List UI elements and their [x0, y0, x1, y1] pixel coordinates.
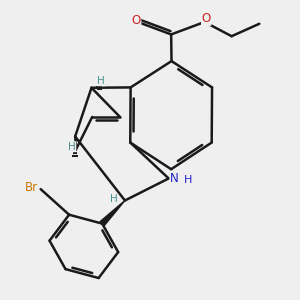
Text: N: N: [170, 172, 179, 185]
Text: Br: Br: [25, 181, 38, 194]
Text: O: O: [131, 14, 141, 27]
Polygon shape: [100, 200, 125, 226]
Text: H: H: [68, 142, 76, 152]
Text: O: O: [202, 12, 211, 25]
Text: H: H: [97, 76, 105, 86]
Text: H: H: [110, 194, 118, 204]
Text: H: H: [184, 175, 193, 185]
